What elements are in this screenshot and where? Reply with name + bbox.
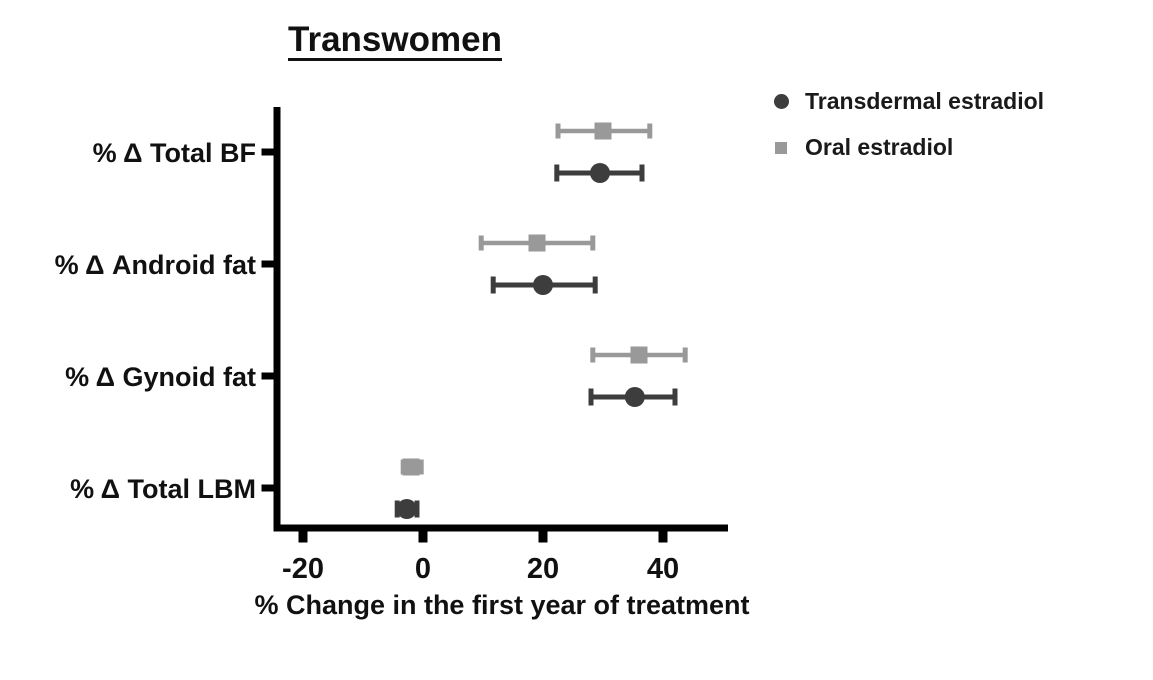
category-label: % Δ Gynoid fat xyxy=(65,362,256,392)
x-tick-label: 20 xyxy=(527,553,559,585)
legend-item-oral-estradiol: Oral estradiol xyxy=(772,134,1044,161)
x-tick-label: -20 xyxy=(282,553,324,585)
data-point-square xyxy=(402,458,420,476)
data-point-square xyxy=(630,346,648,364)
x-tick-label: 0 xyxy=(415,553,431,585)
legend-item-transdermal-estradiol: Transdermal estradiol xyxy=(772,88,1044,115)
square-marker-icon xyxy=(775,141,787,154)
chart-title: Transwomen xyxy=(288,20,502,59)
data-point-square xyxy=(594,122,612,140)
legend-label-transdermal-estradiol: Transdermal estradiol xyxy=(805,88,1045,114)
data-point-circle xyxy=(590,163,610,183)
data-point-square xyxy=(528,234,546,252)
category-label: % Δ Total LBM xyxy=(70,474,256,504)
legend-label-oral-estradiol: Oral estradiol xyxy=(805,134,954,160)
circle-marker-icon xyxy=(773,94,789,109)
category-label: % Δ Total BF xyxy=(93,138,256,168)
data-point-circle xyxy=(624,387,645,407)
data-point-circle xyxy=(396,499,417,519)
data-point-circle xyxy=(533,275,553,295)
x-tick-label: 40 xyxy=(647,553,679,585)
legend-marker-box xyxy=(772,139,790,157)
x-axis-label: % Change in the first year of treatment xyxy=(254,590,750,620)
category-label: % Δ Android fat xyxy=(55,250,256,280)
legend-marker-box xyxy=(772,93,790,111)
legend: Transdermal estradiol Oral estradiol xyxy=(772,88,1044,161)
